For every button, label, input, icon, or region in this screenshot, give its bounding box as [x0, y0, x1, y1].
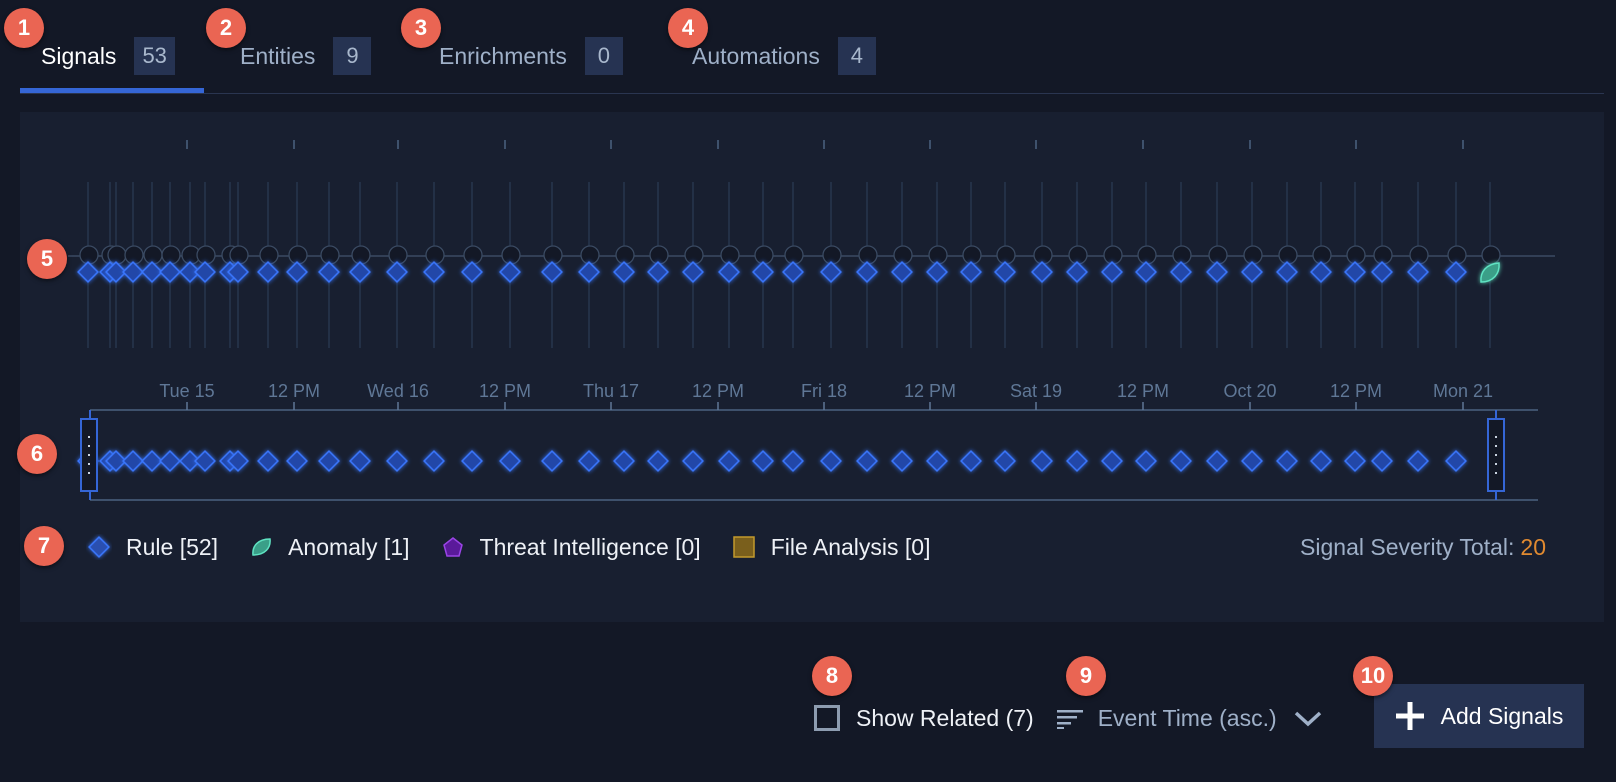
- tab-count: 9: [333, 37, 372, 75]
- tab-count: 0: [584, 37, 623, 75]
- signal-severity-total: Signal Severity Total: 20: [1300, 532, 1546, 562]
- legend-item-anomaly[interactable]: Anomaly [1]: [248, 533, 410, 561]
- tab-label: Enrichments: [439, 42, 567, 69]
- annotation-badge: 10: [1353, 656, 1393, 696]
- svg-text:12 PM: 12 PM: [1117, 381, 1169, 401]
- leaf-icon: [252, 538, 271, 556]
- brush-rule-markers: [77, 450, 1467, 472]
- annotation-badge: 8: [812, 656, 852, 696]
- annotation-badge: 4: [668, 8, 708, 48]
- svg-text:Thu 17: Thu 17: [583, 381, 639, 401]
- time-axis-labels: Tue 15 12 PM Wed 16 12 PM Thu 17 12 PM Fri 18 1…: [159, 381, 1493, 401]
- pentagon-icon: [442, 537, 463, 557]
- sort-icon: [1056, 710, 1083, 729]
- signals-toolbar: Show Related (7) Event Time (asc.): [814, 684, 1323, 752]
- svg-text:Fri 18: Fri 18: [801, 381, 847, 401]
- legend-label: Anomaly [1]: [288, 533, 410, 560]
- add-signals-label: Add Signals: [1440, 702, 1564, 729]
- annotation-badge: 3: [401, 8, 441, 48]
- signal-nodes: [79, 245, 1501, 265]
- plus-icon: [1395, 702, 1424, 730]
- rule-markers[interactable]: [77, 261, 1467, 283]
- svg-text:12 PM: 12 PM: [904, 381, 956, 401]
- tab-bar: Signals 53 Entities 9 Enrichments 0 Auto…: [20, 0, 1604, 94]
- svg-text:12 PM: 12 PM: [692, 381, 744, 401]
- annotation-badge: 2: [206, 8, 246, 48]
- add-signals-button[interactable]: Add Signals: [1374, 684, 1584, 748]
- signals-timeline-chart[interactable]: Tue 15 12 PM Wed 16 12 PM Thu 17 12 PM Fri 18 1…: [0, 0, 1616, 640]
- svg-text:12 PM: 12 PM: [268, 381, 320, 401]
- legend-item-rule[interactable]: Rule [52]: [86, 534, 218, 561]
- top-axis-ticks: [186, 140, 1464, 149]
- square-icon: [732, 536, 755, 558]
- severity-value: 20: [1520, 533, 1546, 560]
- annotation-badge: 9: [1066, 656, 1106, 696]
- show-related-checkbox[interactable]: [814, 705, 840, 731]
- tab-entities[interactable]: Entities 9: [240, 36, 372, 76]
- brush-handle-left[interactable]: [80, 410, 98, 500]
- svg-text:Tue 15: Tue 15: [159, 381, 214, 401]
- signals-timeline-panel: [20, 112, 1604, 622]
- annotation-badge: 5: [27, 239, 67, 279]
- sort-label: Event Time (asc.): [1097, 704, 1277, 731]
- svg-text:Oct 20: Oct 20: [1223, 381, 1276, 401]
- anomaly-markers[interactable]: [1480, 262, 1500, 283]
- tab-count: 4: [837, 37, 876, 75]
- svg-text:12 PM: 12 PM: [479, 381, 531, 401]
- active-tab-indicator: [20, 88, 204, 93]
- annotation-badge: 6: [17, 434, 57, 474]
- tab-enrichments[interactable]: Enrichments 0: [439, 36, 623, 76]
- legend-item-threat-intelligence[interactable]: Threat Intelligence [0]: [440, 534, 701, 561]
- legend-label: Rule [52]: [126, 533, 219, 560]
- svg-text:Sat 19: Sat 19: [1010, 381, 1062, 401]
- diamond-icon: [88, 536, 110, 558]
- svg-text:Mon 21: Mon 21: [1433, 381, 1493, 401]
- annotation-badge: 1: [4, 8, 44, 48]
- svg-text:Wed 16: Wed 16: [367, 381, 429, 401]
- tab-label: Signals: [41, 42, 117, 69]
- tab-automations[interactable]: Automations 4: [692, 36, 876, 76]
- legend-label: File Analysis [0]: [770, 533, 931, 560]
- severity-label: Signal Severity Total:: [1300, 533, 1515, 560]
- tab-label: Automations: [692, 42, 820, 69]
- tab-count: 53: [134, 37, 175, 75]
- sort-dropdown[interactable]: Event Time (asc.): [1056, 705, 1323, 732]
- brush-handle-right[interactable]: [1487, 410, 1505, 500]
- tab-signals[interactable]: Signals 53: [41, 36, 175, 76]
- time-axis-ticks: [186, 402, 1464, 410]
- show-related-label[interactable]: Show Related (7): [856, 704, 1034, 731]
- chevron-down-icon: [1294, 711, 1321, 727]
- legend-item-file-analysis[interactable]: File Analysis [0]: [731, 534, 931, 561]
- signal-type-legend: Rule [52] Anomaly [1] Threat Intelligenc…: [86, 532, 961, 562]
- tab-label: Entities: [240, 42, 316, 69]
- legend-label: Threat Intelligence [0]: [479, 533, 701, 560]
- annotation-badge: 7: [24, 526, 64, 566]
- svg-text:12 PM: 12 PM: [1330, 381, 1382, 401]
